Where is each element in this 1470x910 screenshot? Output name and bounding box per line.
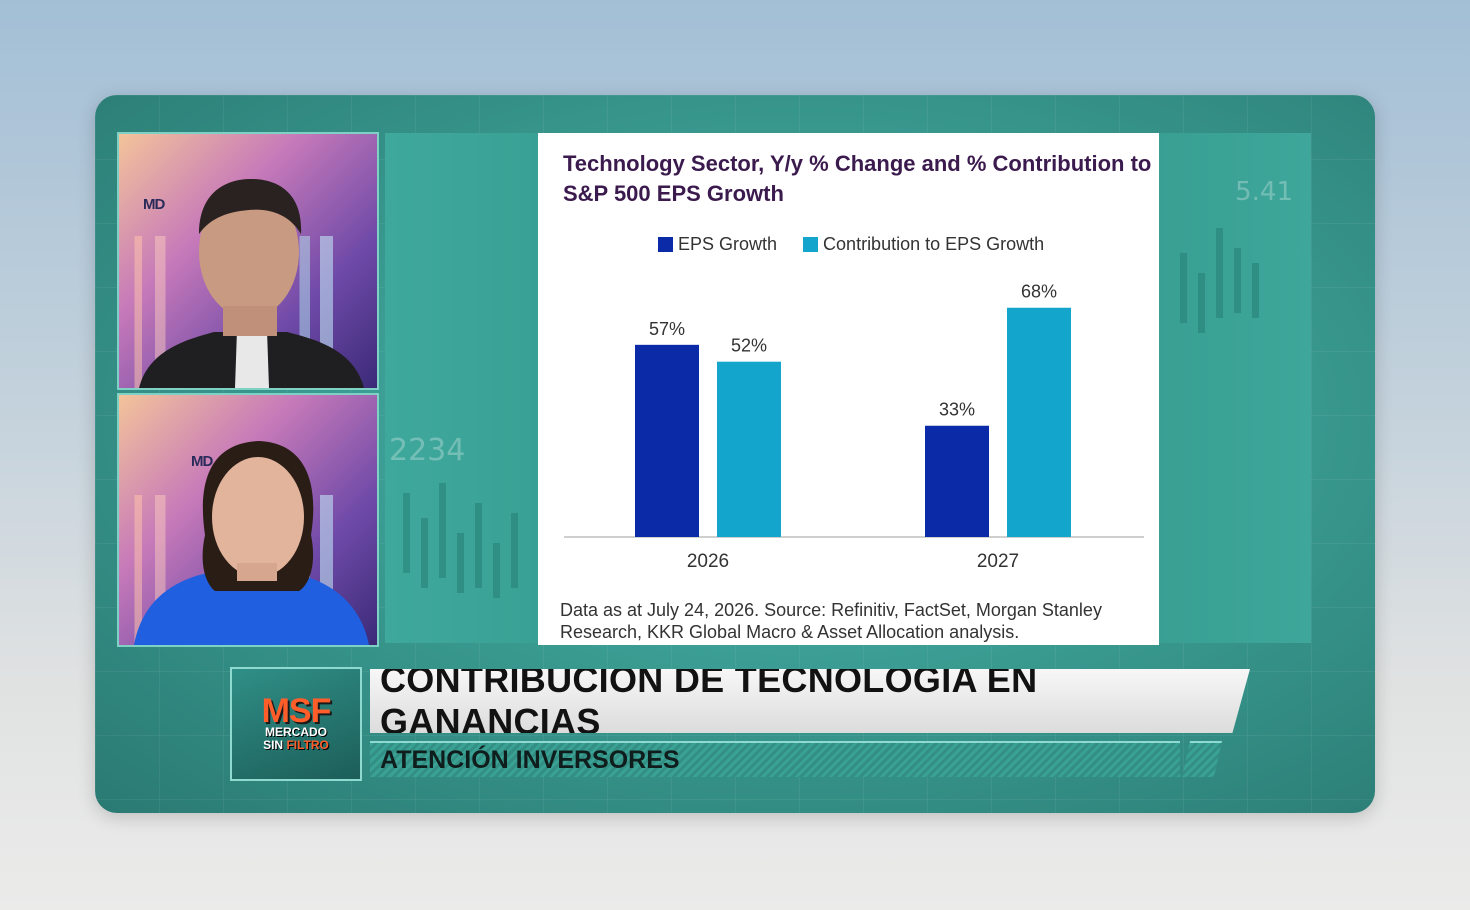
msf-logo-line2a: SIN xyxy=(263,738,284,752)
decor-candle xyxy=(1180,253,1187,323)
decor-candle xyxy=(1198,273,1205,333)
decor-candle xyxy=(457,533,464,593)
decor-candle xyxy=(1234,248,1241,313)
msf-logo-mark: MSF xyxy=(261,692,332,730)
decor-candle xyxy=(1216,228,1223,318)
decor-candle xyxy=(493,543,500,598)
bar-contribution-2026 xyxy=(717,361,781,537)
chart-title: Technology Sector, Y/y % Change and % Co… xyxy=(563,151,1152,206)
decor-candle xyxy=(475,503,482,588)
decor-candle xyxy=(1252,263,1259,318)
legend-label-eps-growth: EPS Growth xyxy=(678,234,778,254)
subheadline-text: ATENCIÓN INVERSORES xyxy=(380,745,680,774)
guest-silhouette xyxy=(134,441,369,645)
decor-candle xyxy=(421,518,428,588)
lower-third: MSF MERCADO SIN FILTRO CONTRIBUCIÓN DE T… xyxy=(230,667,1250,783)
bar-contribution-2027 xyxy=(1007,307,1071,537)
md-logo: MD xyxy=(143,196,165,213)
msf-logo-line1: MERCADO xyxy=(264,725,327,739)
data-label-eps-growth-2026: 57% xyxy=(649,319,685,339)
bar-chart: 57% 52% 2026 33% 68% 2027 xyxy=(564,282,1144,572)
chart-legend: EPS Growth Contribution to EPS Growth xyxy=(658,234,1044,255)
x-tick-label-2027: 2027 xyxy=(977,551,1019,572)
data-label-contribution-2027: 68% xyxy=(1021,282,1057,302)
legend-swatch-eps-growth xyxy=(658,237,673,252)
decorative-number-left: 2234 xyxy=(389,433,466,468)
md-logo: MD xyxy=(191,453,213,470)
legend-swatch-contribution xyxy=(803,237,819,252)
decor-candle xyxy=(403,493,410,573)
headline-text: CONTRIBUCIÓN DE TECNOLOGÍA EN GANANCIAS xyxy=(380,659,1038,742)
decorative-number-right: 5.41 xyxy=(1235,177,1293,207)
data-label-contribution-2026: 52% xyxy=(731,336,767,356)
msf-logo: MSF MERCADO SIN FILTRO xyxy=(230,667,362,781)
headline-bar: CONTRIBUCIÓN DE TECNOLOGÍA EN GANANCIAS xyxy=(370,669,1250,733)
subheadline-bar: ATENCIÓN INVERSORES xyxy=(370,741,1180,777)
x-tick-label-2026: 2026 xyxy=(687,551,729,572)
broadcast-frame: 5.41 2234 MD MD xyxy=(95,95,1375,813)
legend-label-contribution: Contribution to EPS Growth xyxy=(823,234,1045,254)
chart-card: Technology Sector, Y/y % Change and % Co… xyxy=(538,133,1159,645)
msf-logo-text: MERCADO SIN FILTRO xyxy=(263,726,329,752)
legend-item-contribution: Contribution to EPS Growth xyxy=(803,234,1044,255)
host-silhouette xyxy=(139,179,364,388)
video-tile-host: MD xyxy=(117,132,379,390)
decor-candle xyxy=(439,483,446,578)
video-tile-guest: MD xyxy=(117,393,379,647)
bar-eps-growth-2026 xyxy=(635,344,699,537)
subheadline-bar-tail xyxy=(1182,741,1222,777)
legend-item-eps-growth: EPS Growth xyxy=(658,234,777,255)
bar-eps-growth-2027 xyxy=(925,425,989,537)
data-label-eps-growth-2027: 33% xyxy=(939,400,975,420)
chart-source-note: Data as at July 24, 2026. Source: Refini… xyxy=(560,600,1102,642)
msf-logo-line2b: FILTRO xyxy=(286,738,329,752)
decor-candle xyxy=(511,513,518,588)
